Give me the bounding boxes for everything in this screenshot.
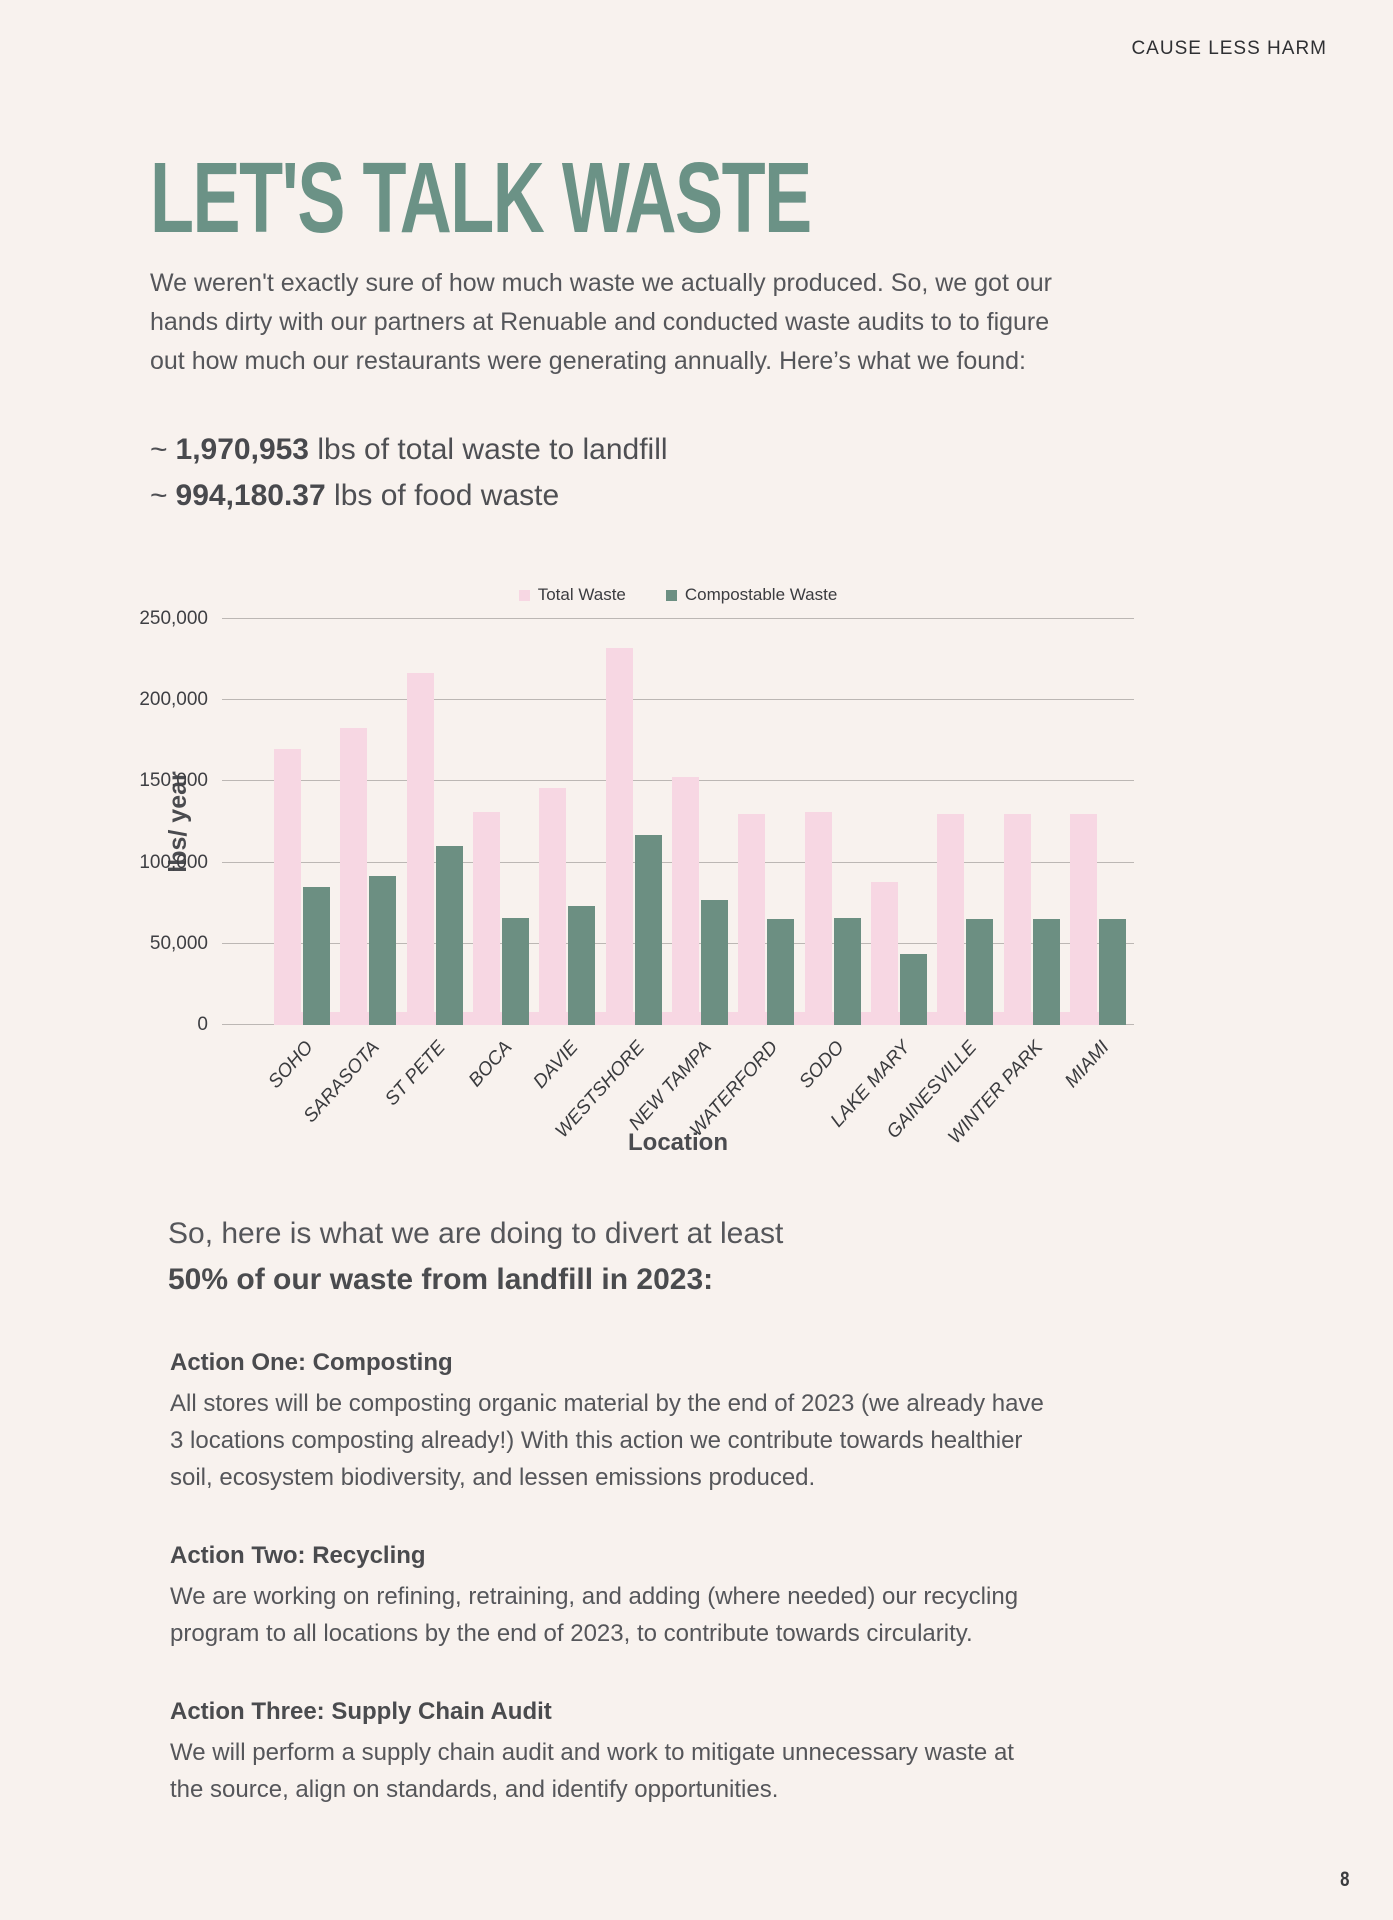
chart-legend: Total Waste Compostable Waste [222,585,1134,605]
bar-groups: SOHO SARASOTA ST PETE BOCA DAVIE WESTSHORE NEW… [265,619,1126,1148]
total-waste-bar [340,727,368,1025]
y-tick-label: 150,000 [139,770,208,792]
total-waste-bar [472,812,500,1025]
bar-group-westshore: WESTSHORE [552,648,662,1142]
legend-label: Total Waste [537,585,626,604]
bar-group-st-pete: ST PETE [382,672,463,1110]
bar-group-boca: BOCA [465,812,529,1091]
stat-total-waste: ~1,970,953 lbs of total waste to landfil… [150,427,1393,473]
bar-group-winter-park: WINTER PARK [944,813,1060,1148]
total-waste-bar [738,813,766,1025]
action-one-body: All stores will be composting organic ma… [170,1390,1044,1491]
compostable-waste-bar [767,919,795,1025]
stat-label: lbs of total waste to landfill [317,433,668,466]
bar-group-miami: MIAMI [1061,813,1126,1092]
x-tick-label: ST PETE [381,1037,451,1110]
total-waste-bar [1003,813,1031,1025]
waste-by-location-chart: Total Waste Compostable Waste lbs/ year … [139,585,1393,1157]
chart-area: lbs/ year 0 50,000 100,000 150,000 200,000 25… [139,608,1393,1148]
x-tick-label: SODO [795,1037,849,1093]
total-waste-bar [804,812,832,1025]
compostable-waste-swatch-icon [665,589,677,601]
gridline [222,618,1134,619]
compostable-waste-bar [634,835,662,1025]
compostable-waste-bar [1032,919,1060,1025]
action-three-body: We will perform a supply chain audit and… [170,1739,1014,1803]
bar-group-davie: DAVIE [530,787,596,1093]
compostable-waste-bar [303,886,330,1025]
bar-group-new-tampa: NEW TAMPA [625,776,728,1134]
page-number: 8 [1340,1868,1350,1891]
y-tick-label: 100,000 [139,851,208,873]
total-waste-bar [671,776,699,1025]
compostable-waste-bar [700,899,728,1025]
x-axis-title: Location [628,1129,728,1156]
x-tick-label: MIAMI [1061,1037,1114,1092]
x-tick-label: BOCA [464,1037,517,1092]
bar-group-soho: SOHO [265,748,330,1093]
stat-value: 994,180.37 [175,479,326,512]
total-waste-bar [937,813,965,1025]
y-tick-label: 200,000 [139,689,208,711]
header-label: CAUSE LESS HARM [1131,38,1327,59]
stat-label: lbs of food waste [334,479,560,512]
diversion-goal-heading: So, here is what we are doing to divert … [168,1211,1393,1303]
page-title: LET'S TALK WASTE [150,142,812,254]
y-tick-label: 50,000 [149,932,208,954]
action-two-heading: Action Two: Recycling [170,1542,426,1569]
stat-value: 1,970,953 [175,433,309,466]
y-tick-label: 0 [197,1014,208,1035]
compostable-waste-bar [899,953,927,1025]
stat-food-waste: ~994,180.37 lbs of food waste [150,473,1393,519]
y-tick-label: 250,000 [139,608,208,629]
action-one-block: Action One: Composting All stores will b… [170,1349,1050,1496]
compostable-waste-bar [369,875,397,1025]
bar-group-waterford: WATERFORD [686,813,795,1141]
compostable-waste-bar [833,917,861,1025]
action-one-heading: Action One: Composting [170,1349,453,1376]
compostable-waste-bar [966,919,994,1025]
legend-item-total-waste: Total Waste [518,585,626,605]
bar-group-lake-mary: LAKE MARY [827,882,927,1131]
gridline [222,699,1134,701]
intro-paragraph: We weren't exactly sure of how much wast… [150,269,1052,375]
total-waste-bar [539,787,567,1025]
action-two-block: Action Two: Recycling We are working on … [170,1542,1050,1652]
total-waste-bar [274,748,301,1025]
action-three-block: Action Three: Supply Chain Audit We will… [170,1698,1050,1808]
total-waste-bar [870,882,898,1025]
goal-line-2: 50% of our waste from landfill in 2023: [168,1263,714,1296]
waste-stats: ~1,970,953 lbs of total waste to landfil… [150,427,1393,519]
action-two-body: We are working on refining, retraining, … [170,1583,1019,1647]
legend-item-compostable-waste: Compostable Waste [665,585,838,605]
compostable-waste-bar [1098,919,1126,1025]
total-waste-bar [406,672,434,1025]
bar-group-gainesville: GAINESVILLE [883,813,994,1143]
action-three-heading: Action Three: Supply Chain Audit [170,1698,552,1725]
total-waste-bar [1069,813,1097,1025]
approx-symbol: ~ [150,479,168,512]
bar-group-sodo: SODO [795,812,861,1093]
bar-group-sarasota: SARASOTA [300,727,397,1127]
total-waste-swatch-icon [518,589,530,601]
approx-symbol: ~ [150,433,168,466]
compostable-waste-bar [568,906,596,1025]
x-tick-label: SOHO [264,1037,318,1093]
x-tick-label: DAVIE [529,1037,583,1093]
compostable-waste-bar [435,846,463,1025]
legend-label: Compostable Waste [684,585,838,604]
total-waste-bar [605,648,633,1025]
compostable-waste-bar [501,917,529,1025]
plot-area: 0 50,000 100,000 150,000 200,000 250,000 SOHO S… [139,608,1134,1148]
goal-line-1: So, here is what we are doing to divert … [168,1217,784,1250]
